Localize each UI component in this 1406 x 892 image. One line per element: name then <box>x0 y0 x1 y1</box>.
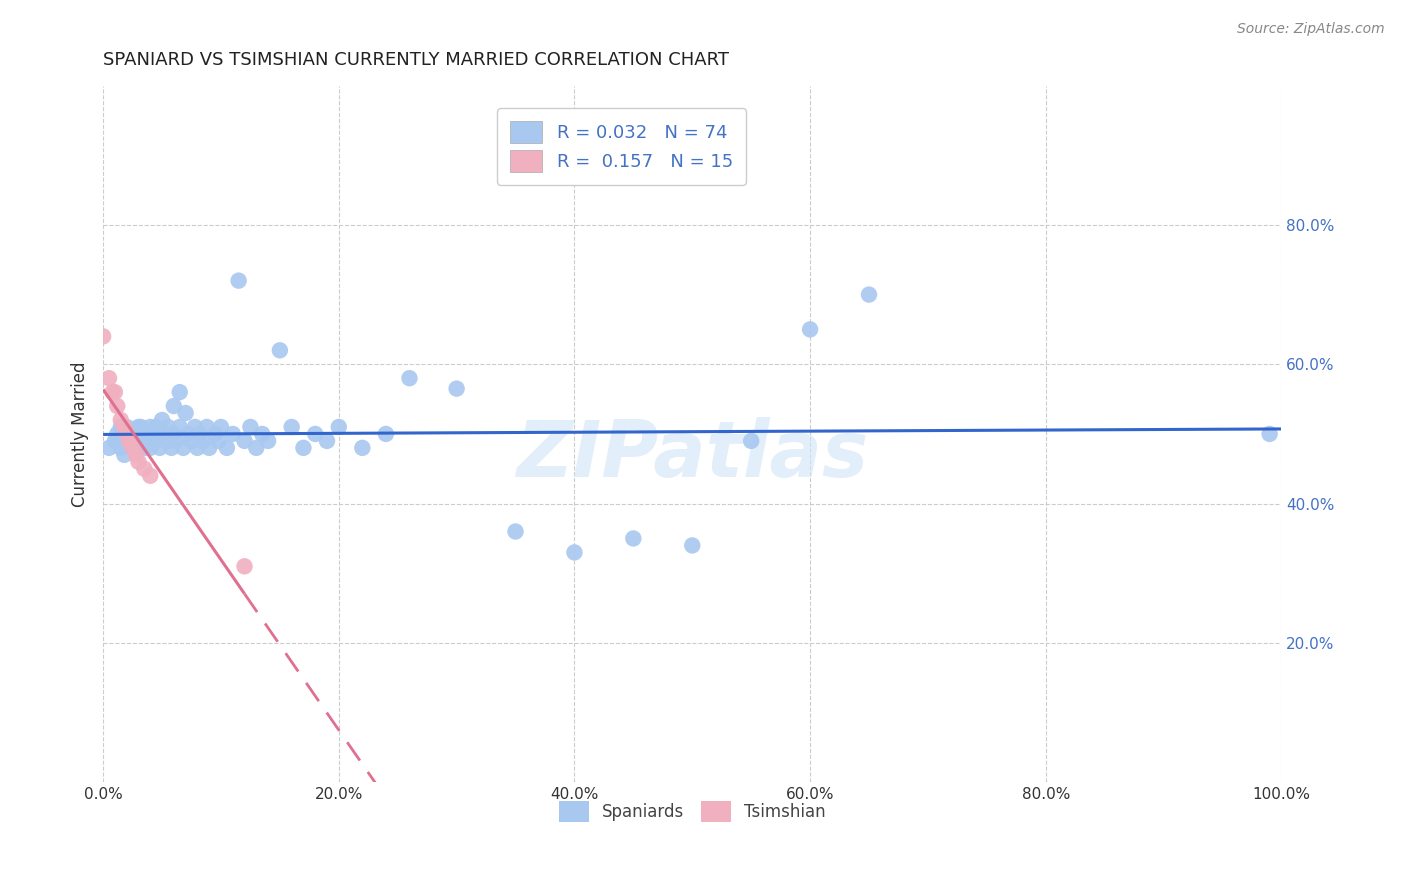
Point <box>1258 426 1281 441</box>
Point <box>186 441 208 455</box>
Point <box>160 441 183 455</box>
Y-axis label: Currently Married: Currently Married <box>72 361 89 507</box>
Point <box>105 399 128 413</box>
Point <box>115 420 138 434</box>
Point <box>257 434 280 448</box>
Point <box>115 426 138 441</box>
Point <box>564 545 586 559</box>
Point <box>139 468 162 483</box>
Point <box>204 426 226 441</box>
Point <box>193 434 215 448</box>
Point <box>352 441 374 455</box>
Point <box>156 434 179 448</box>
Point <box>150 426 173 441</box>
Point <box>304 426 326 441</box>
Point <box>215 441 238 455</box>
Point <box>398 371 420 385</box>
Point <box>681 538 703 552</box>
Point <box>245 441 267 455</box>
Point <box>799 322 821 336</box>
Point <box>269 343 291 358</box>
Point <box>121 426 143 441</box>
Point <box>139 441 162 455</box>
Point <box>239 420 262 434</box>
Point <box>209 420 232 434</box>
Point <box>740 434 762 448</box>
Point <box>180 434 202 448</box>
Point <box>134 426 156 441</box>
Point <box>129 420 152 434</box>
Point <box>374 426 396 441</box>
Point <box>150 413 173 427</box>
Point <box>621 532 644 546</box>
Point <box>112 448 135 462</box>
Point <box>118 434 141 448</box>
Point <box>115 434 138 448</box>
Point <box>110 413 132 427</box>
Point <box>169 385 191 400</box>
Text: ZIPatlas: ZIPatlas <box>516 417 869 493</box>
Text: Source: ZipAtlas.com: Source: ZipAtlas.com <box>1237 22 1385 37</box>
Point <box>292 441 315 455</box>
Point <box>198 441 221 455</box>
Point <box>98 371 121 385</box>
Point <box>446 382 468 396</box>
Point <box>188 426 211 441</box>
Point <box>105 426 128 441</box>
Point <box>222 426 245 441</box>
Point <box>280 420 302 434</box>
Point <box>195 420 218 434</box>
Point <box>136 434 159 448</box>
Point <box>125 434 148 448</box>
Point <box>145 420 167 434</box>
Point <box>101 385 124 400</box>
Point <box>118 426 141 441</box>
Point <box>129 434 152 448</box>
Point <box>174 406 197 420</box>
Point <box>134 462 156 476</box>
Point <box>165 434 187 448</box>
Point <box>250 426 273 441</box>
Point <box>316 434 339 448</box>
Point <box>110 420 132 434</box>
Point <box>91 329 114 343</box>
Point <box>112 420 135 434</box>
Point <box>121 441 143 455</box>
Point <box>858 287 880 301</box>
Point <box>233 559 256 574</box>
Point <box>127 441 149 455</box>
Point <box>207 434 229 448</box>
Point <box>233 434 256 448</box>
Point <box>125 448 148 462</box>
Point <box>149 441 172 455</box>
Point <box>145 434 167 448</box>
Point <box>177 426 200 441</box>
Point <box>228 274 250 288</box>
Point <box>163 426 186 441</box>
Point <box>127 455 149 469</box>
Point <box>127 420 149 434</box>
Point <box>505 524 527 539</box>
Point <box>184 420 207 434</box>
Point <box>139 420 162 434</box>
Point <box>328 420 350 434</box>
Point <box>163 399 186 413</box>
Point <box>104 385 127 400</box>
Point <box>156 420 179 434</box>
Text: SPANIARD VS TSIMSHIAN CURRENTLY MARRIED CORRELATION CHART: SPANIARD VS TSIMSHIAN CURRENTLY MARRIED … <box>103 51 730 69</box>
Point <box>172 441 194 455</box>
Point <box>142 426 165 441</box>
Legend: Spaniards, Tsimshian: Spaniards, Tsimshian <box>547 789 838 833</box>
Point <box>110 441 132 455</box>
Point <box>121 441 143 455</box>
Point <box>98 441 121 455</box>
Point <box>104 434 127 448</box>
Point <box>169 420 191 434</box>
Point <box>134 441 156 455</box>
